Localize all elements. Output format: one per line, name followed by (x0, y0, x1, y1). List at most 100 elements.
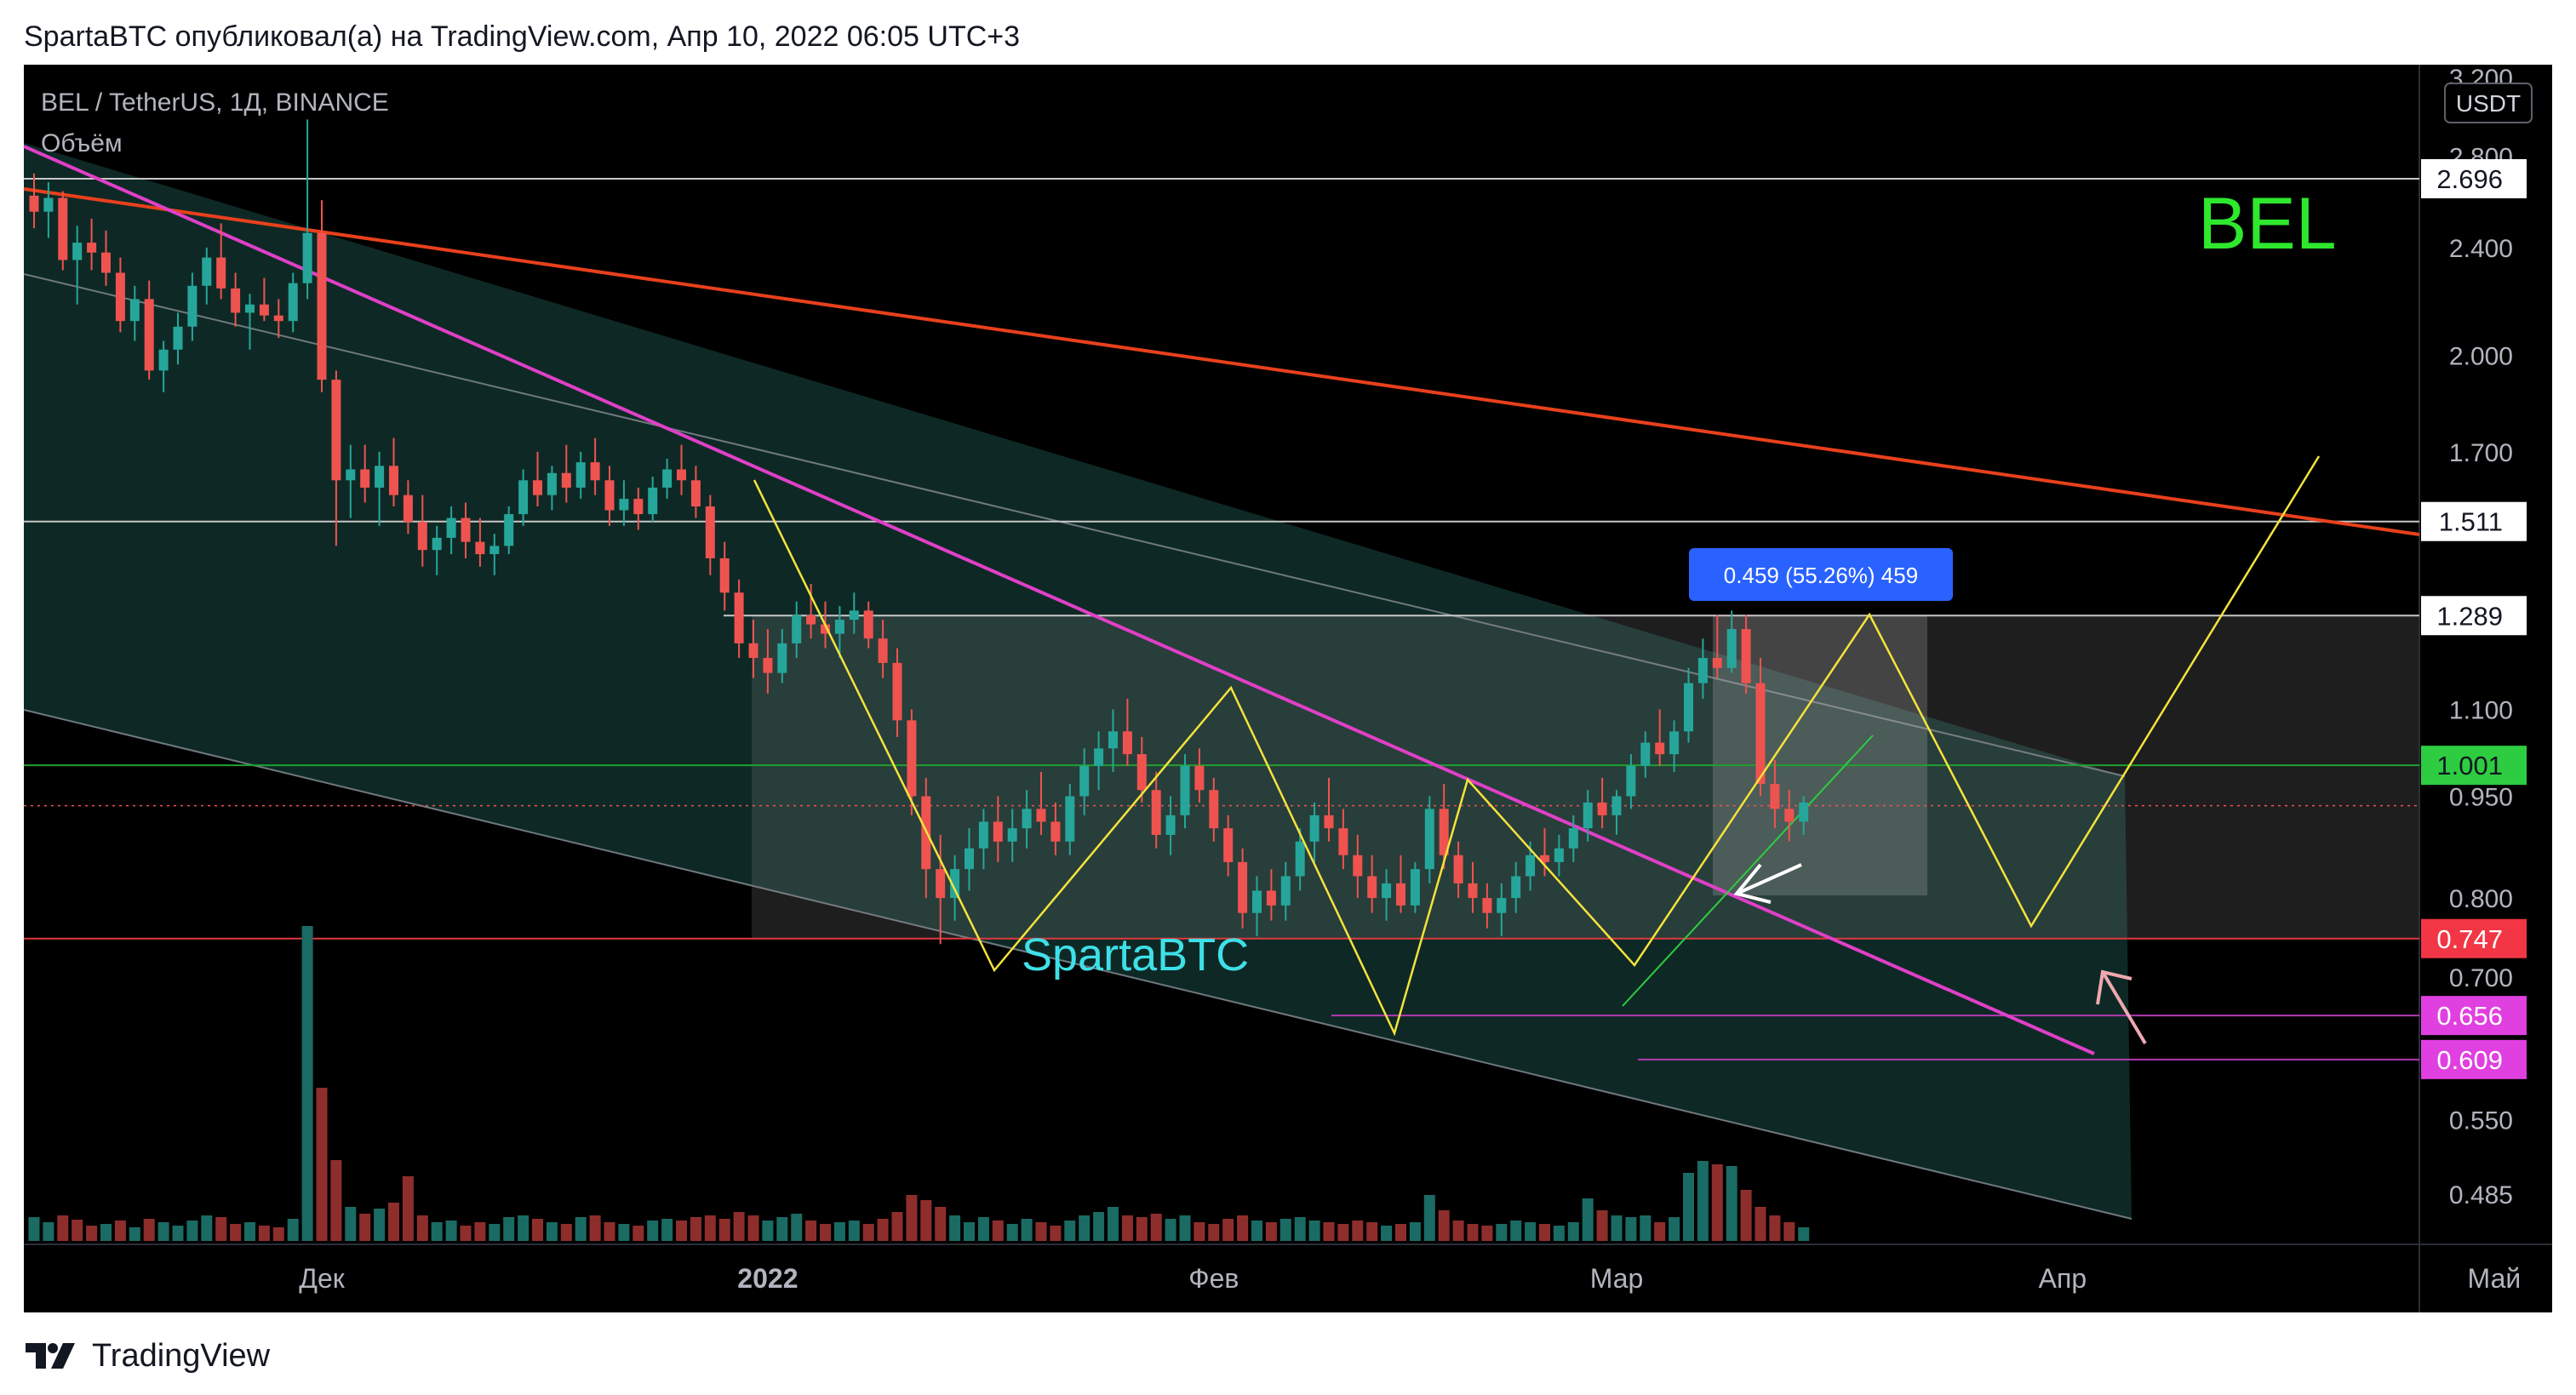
candle-body (892, 662, 902, 721)
volume-bar (1510, 1221, 1522, 1241)
volume-bar (848, 1221, 860, 1241)
candle (993, 796, 1003, 862)
volume-bar (647, 1221, 659, 1241)
candle-body (533, 480, 542, 495)
volume-bar (992, 1221, 1004, 1241)
volume-bar (805, 1221, 817, 1241)
candle (1770, 759, 1780, 829)
candle (734, 579, 744, 659)
volume-bar (1179, 1215, 1191, 1241)
candle-body (302, 232, 312, 283)
candle (1108, 709, 1118, 772)
candle-body (1482, 898, 1492, 913)
price-tick-label: 2.400 (2449, 235, 2513, 263)
candle-body (1741, 629, 1751, 683)
candle-body (662, 469, 673, 488)
candle-body (1684, 683, 1693, 732)
volume-bar (445, 1221, 457, 1241)
candle-body (1611, 796, 1622, 815)
candle-body (705, 506, 715, 558)
candle (863, 601, 873, 649)
candle (1223, 815, 1234, 877)
candle-body (1180, 765, 1190, 815)
volume-bar (1740, 1190, 1752, 1241)
candle (1568, 815, 1578, 862)
volume-bar (1395, 1224, 1406, 1241)
volume-bar (1006, 1224, 1018, 1241)
volume-bar (1222, 1219, 1234, 1241)
candle (965, 828, 974, 891)
time-tick-label: Дек (299, 1263, 345, 1294)
candle-body (1022, 809, 1032, 829)
candle (1050, 802, 1061, 855)
candle (1497, 883, 1507, 936)
candle (1382, 869, 1392, 921)
author-watermark: SpartaBTC (1022, 929, 1249, 981)
candle-body (1526, 855, 1536, 877)
channel-top-line (24, 273, 2126, 777)
volume-bar (215, 1217, 227, 1241)
candle (1324, 777, 1334, 842)
volume-bar (1625, 1217, 1637, 1241)
candle (1238, 848, 1248, 929)
candle-body (1410, 869, 1420, 906)
volume-bar (1525, 1222, 1537, 1241)
candle-body (978, 821, 988, 849)
candle-body (72, 243, 83, 260)
candle (1022, 790, 1032, 849)
descending-channel (24, 143, 2132, 1219)
candle-body (575, 462, 586, 488)
candle (1194, 748, 1205, 803)
candle-body (806, 615, 816, 625)
candle-body (1324, 815, 1334, 829)
tradingview-logo-icon[interactable] (24, 1341, 78, 1370)
candle-body (1151, 790, 1161, 835)
candle-body (1453, 855, 1463, 883)
candle-body (1065, 796, 1075, 842)
candle (1280, 861, 1291, 921)
volume-bar (718, 1219, 730, 1241)
volume-bar (661, 1219, 673, 1241)
volume-bar (589, 1215, 601, 1241)
candle-body (1540, 855, 1549, 862)
volume-bar (1769, 1215, 1781, 1241)
volume-bar (1726, 1166, 1737, 1241)
candle-body (1238, 861, 1248, 913)
candle (489, 534, 500, 575)
candle-body (403, 495, 413, 523)
candle-body (748, 643, 758, 659)
candle-body (1367, 876, 1377, 899)
volume-bar (431, 1222, 443, 1241)
candle (87, 218, 97, 271)
volume-bar (633, 1226, 644, 1241)
volume-bar (604, 1222, 615, 1241)
candle (259, 277, 269, 322)
candle (432, 525, 442, 575)
price-tick-label: 0.550 (2449, 1107, 2513, 1135)
volume-bar (460, 1226, 472, 1241)
candle-body (1697, 658, 1708, 683)
candle-body (1439, 809, 1449, 855)
time-tick-label: Апр (2039, 1263, 2087, 1294)
volume-bar (1308, 1221, 1320, 1241)
candle-body (821, 624, 830, 634)
volume-bar (1194, 1222, 1205, 1241)
price-tick-label: 1.700 (2449, 439, 2513, 467)
volume-bar (416, 1215, 428, 1241)
candle (72, 226, 83, 305)
volume-bar (833, 1222, 845, 1241)
candle (575, 451, 586, 500)
volume-bar (503, 1217, 515, 1241)
candle (144, 280, 154, 380)
candle (1338, 809, 1348, 870)
volume-bar (1265, 1222, 1277, 1241)
candle-body (29, 195, 39, 212)
volume-bar (747, 1215, 759, 1241)
volume-bar (1050, 1226, 1062, 1241)
candle-body (777, 643, 787, 673)
candle (1209, 777, 1219, 842)
candle-body (173, 326, 183, 350)
footer-brand[interactable]: TradingView (92, 1337, 271, 1374)
candle-body (317, 232, 327, 380)
